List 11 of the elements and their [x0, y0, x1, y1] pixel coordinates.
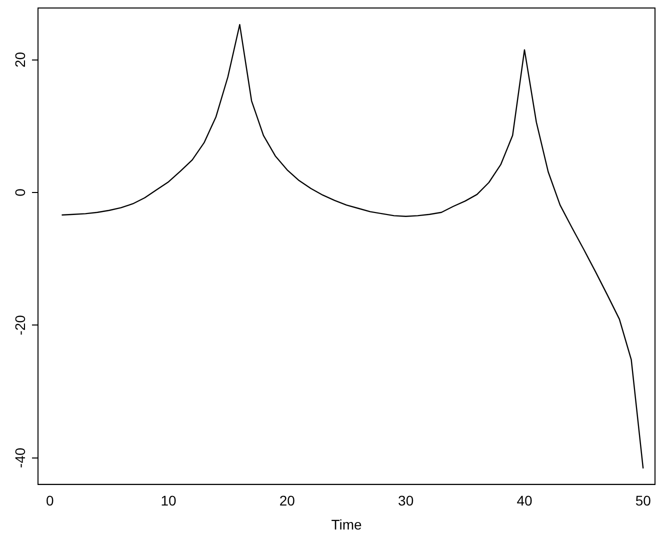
y-tick-label: 20	[12, 52, 28, 68]
x-tick-label: 20	[279, 492, 296, 509]
y-tick-label: -20	[12, 314, 28, 336]
x-tick-label: 10	[160, 492, 177, 509]
x-tick-label: 40	[516, 492, 532, 509]
x-tick-label: 50	[635, 492, 652, 509]
x-tick-label: 30	[398, 492, 414, 509]
y-tick-label: -40	[12, 448, 28, 468]
x-tick-label: 0	[46, 492, 54, 509]
x-axis-title: Time	[331, 516, 362, 532]
y-tick-label: 0	[12, 188, 28, 196]
